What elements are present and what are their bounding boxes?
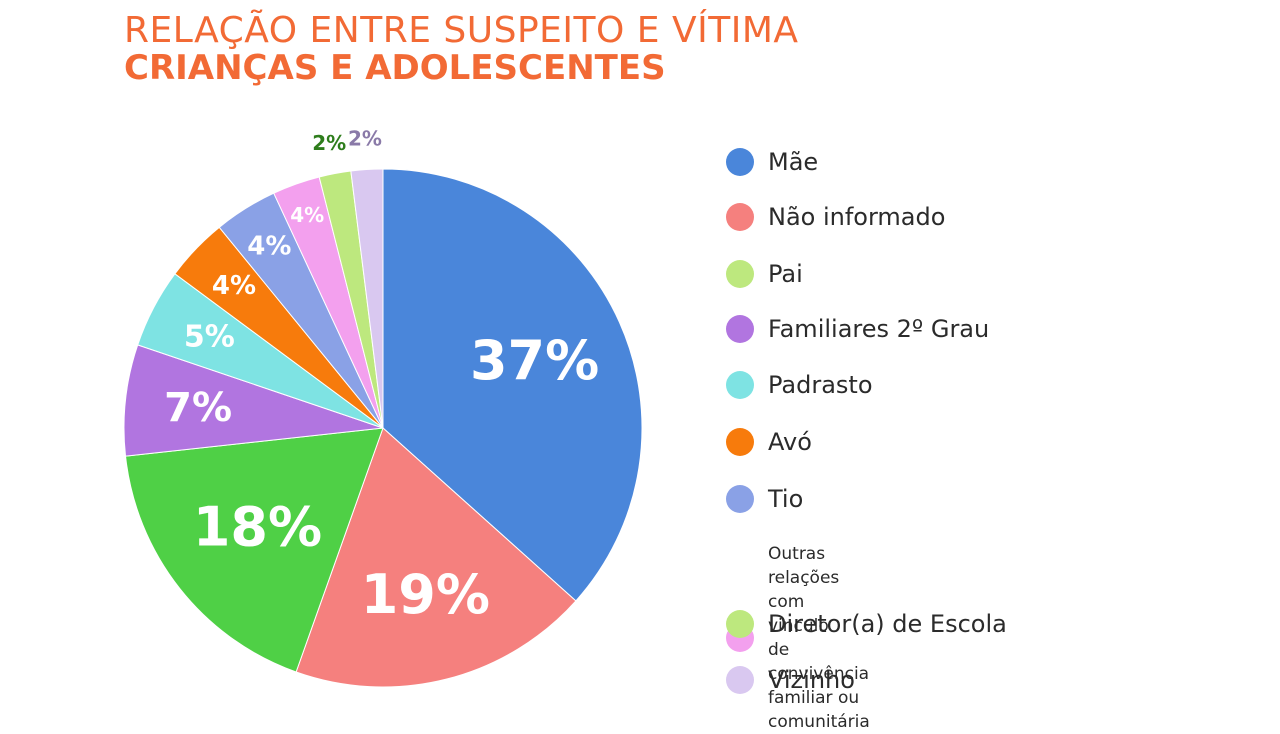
pie-slice [350,168,384,429]
legend-item: Vizinho [726,666,855,694]
legend-item: Mãe [726,148,818,176]
legend-label: Pai [768,260,803,288]
slice-label: 5% [184,320,235,355]
legend-label: Não informado [768,203,946,231]
slice-label: 2% [348,127,382,151]
slice-label: 4% [290,203,324,227]
legend-swatch [726,203,754,231]
slice-label: 18% [193,496,322,559]
legend-label: Outras relações com vinculo de convivênc… [768,544,870,732]
legend-swatch [726,428,754,456]
legend-item: Familiares 2º Grau [726,315,989,343]
slice-label: 37% [470,329,599,392]
pie-slice [295,427,577,688]
legend-item: Tio [726,485,803,513]
legend-label: Diretor(a) de Escola [768,610,1007,638]
pie-slice [382,168,643,602]
pie-slice [123,344,384,457]
legend-label: Familiares 2º Grau [768,315,990,343]
legend-swatch [726,666,754,694]
slice-label: 19% [361,563,490,626]
legend-label: Padrasto [768,371,873,399]
chart-title: RELAÇÃO ENTRE SUSPEITO E VÍTIMA [124,10,799,51]
legend-item: Diretor(a) de Escola [726,610,1007,638]
legend-item: Avó [726,428,812,456]
chart-subtitle: CRIANÇAS E ADOLESCENTES [124,48,666,88]
slice-label: 7% [164,385,232,431]
legend-swatch [726,260,754,288]
legend-label: Avó [768,428,812,456]
slice-label: 4% [247,232,291,262]
legend-label: Tio [768,485,804,513]
legend-item: Outras relações com vinculo de convivênc… [726,542,870,734]
pie-chart: 37% 19% 18% 7% 5% 4% 4% 4% 2% 2% [123,127,643,688]
legend-swatch [726,148,754,176]
pie-slice [124,427,384,673]
legend-item: Padrasto [726,371,873,399]
legend-swatch [726,371,754,399]
legend-swatch [726,315,754,343]
legend-item: Pai [726,260,803,288]
legend-label: Vizinho [768,666,855,694]
legend-swatch [726,485,754,513]
legend-item: Não informado [726,203,945,231]
legend-swatch [726,610,754,638]
slice-label: 2% [312,131,346,155]
legend-label: Mãe [768,148,819,176]
slice-label: 4% [212,271,256,301]
